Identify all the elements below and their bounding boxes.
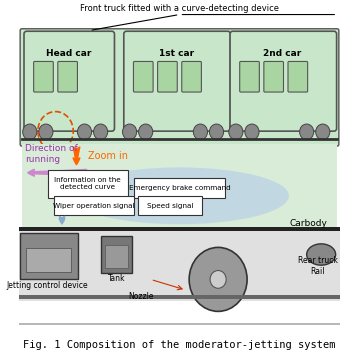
Circle shape: [194, 124, 208, 140]
Circle shape: [209, 124, 224, 140]
Circle shape: [316, 124, 330, 140]
Bar: [19, 295, 340, 299]
Text: 2nd car: 2nd car: [264, 49, 302, 58]
Text: Information on the
detected curve: Information on the detected curve: [54, 177, 121, 190]
FancyBboxPatch shape: [20, 233, 78, 279]
Text: Jetting control device: Jetting control device: [7, 281, 88, 290]
FancyBboxPatch shape: [264, 61, 284, 92]
Circle shape: [300, 124, 314, 140]
FancyBboxPatch shape: [47, 170, 128, 197]
Ellipse shape: [70, 167, 289, 224]
FancyBboxPatch shape: [134, 178, 225, 197]
Ellipse shape: [307, 244, 336, 265]
Text: Rear truck: Rear truck: [298, 256, 338, 265]
FancyBboxPatch shape: [20, 29, 339, 146]
Bar: [19, 227, 340, 232]
Text: Front truck fitted with a curve-detecting device: Front truck fitted with a curve-detectin…: [80, 4, 279, 13]
Circle shape: [39, 124, 53, 140]
Text: Zoom in: Zoom in: [88, 151, 128, 161]
Circle shape: [189, 247, 247, 311]
Text: Wiper operation signal: Wiper operation signal: [53, 202, 135, 209]
Circle shape: [122, 124, 137, 140]
Circle shape: [229, 124, 243, 140]
FancyBboxPatch shape: [182, 61, 201, 92]
Text: Emergency brake command: Emergency brake command: [129, 185, 230, 191]
Circle shape: [245, 124, 259, 140]
FancyBboxPatch shape: [288, 61, 308, 92]
FancyArrowPatch shape: [28, 169, 87, 176]
FancyBboxPatch shape: [158, 61, 177, 92]
FancyBboxPatch shape: [25, 248, 71, 271]
Circle shape: [94, 124, 108, 140]
FancyBboxPatch shape: [230, 31, 337, 131]
FancyBboxPatch shape: [240, 61, 259, 92]
Circle shape: [210, 271, 226, 288]
Text: 1st car: 1st car: [159, 49, 194, 58]
Circle shape: [23, 124, 37, 140]
Text: Speed signal: Speed signal: [147, 202, 193, 209]
FancyBboxPatch shape: [101, 236, 132, 273]
FancyBboxPatch shape: [34, 61, 53, 92]
FancyBboxPatch shape: [22, 144, 337, 230]
Bar: [19, 230, 340, 301]
Text: Direction of
running: Direction of running: [25, 144, 78, 164]
Text: Head car: Head car: [46, 49, 91, 58]
Text: Nozzle: Nozzle: [128, 292, 154, 301]
Text: Tank: Tank: [108, 274, 125, 283]
FancyBboxPatch shape: [134, 61, 153, 92]
FancyBboxPatch shape: [58, 61, 78, 92]
Text: Rail: Rail: [311, 267, 325, 276]
Text: Carbody: Carbody: [290, 219, 328, 228]
Circle shape: [78, 124, 92, 140]
Circle shape: [139, 124, 153, 140]
FancyBboxPatch shape: [137, 196, 202, 215]
Text: Fig. 1 Composition of the moderator-jetting system: Fig. 1 Composition of the moderator-jett…: [23, 340, 336, 350]
FancyBboxPatch shape: [54, 196, 134, 215]
FancyBboxPatch shape: [124, 31, 230, 131]
FancyBboxPatch shape: [106, 245, 128, 268]
FancyBboxPatch shape: [24, 31, 115, 131]
